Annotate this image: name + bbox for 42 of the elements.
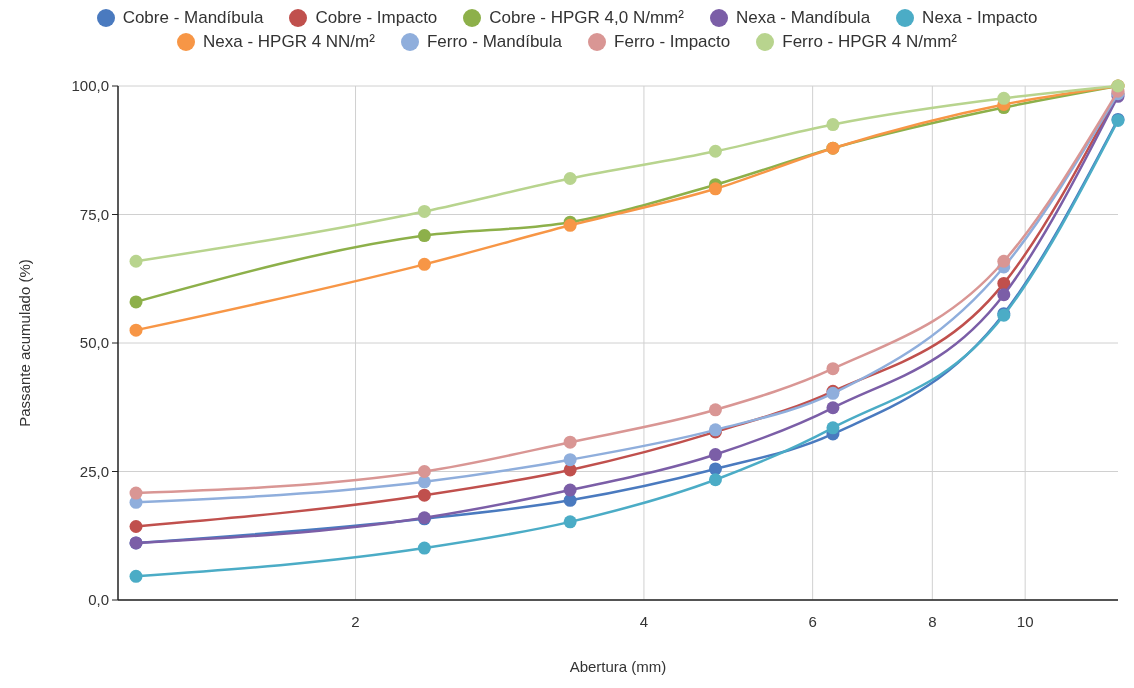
- point: [708, 448, 722, 462]
- point: [708, 182, 722, 196]
- point: [417, 488, 431, 502]
- point: [997, 254, 1011, 268]
- y-tick-label: 100,0: [71, 77, 109, 95]
- y-tick-label: 0,0: [88, 591, 109, 609]
- legend-label: Nexa - HPGR 4 NN/m²: [203, 32, 375, 52]
- x-tick-label: 4: [639, 613, 649, 631]
- point: [997, 91, 1011, 105]
- point: [563, 435, 577, 449]
- point: [563, 453, 577, 467]
- x-tick-label: 2: [351, 613, 360, 631]
- point: [708, 144, 722, 158]
- x-tick-label: 6: [808, 613, 817, 631]
- point: [417, 541, 431, 555]
- point: [997, 276, 1011, 290]
- x-axis-title: Abertura (mm): [569, 658, 667, 675]
- point: [417, 257, 431, 271]
- y-tick-label: 75,0: [79, 205, 109, 223]
- legend-label: Nexa - Mandíbula: [735, 8, 871, 28]
- point: [708, 462, 722, 476]
- point: [563, 172, 577, 186]
- point: [417, 204, 431, 218]
- point: [563, 483, 577, 497]
- y-tick-label: 50,0: [79, 334, 109, 352]
- legend-label: Ferro - HPGR 4 N/mm²: [782, 32, 957, 52]
- x-tick-label: 8: [928, 613, 937, 631]
- legend-label: Ferro - Mandíbula: [426, 32, 563, 52]
- point: [417, 465, 431, 478]
- legend-label: Cobre - Impacto: [315, 8, 438, 28]
- point: [708, 473, 722, 487]
- point: [708, 403, 722, 417]
- legend-label: Ferro - Impacto: [614, 32, 731, 52]
- point: [417, 229, 431, 243]
- x-tick-label: 10: [1016, 613, 1034, 631]
- legend-label: Cobre - HPGR 4,0 N/mm²: [489, 8, 684, 28]
- legend-label: Cobre - Mandíbula: [122, 8, 264, 28]
- legend-label: Nexa - Impacto: [922, 8, 1038, 28]
- y-tick-label: 25,0: [79, 462, 109, 480]
- y-axis-title: Passante acumulado (%): [16, 259, 33, 427]
- point: [563, 515, 577, 529]
- point: [997, 288, 1011, 302]
